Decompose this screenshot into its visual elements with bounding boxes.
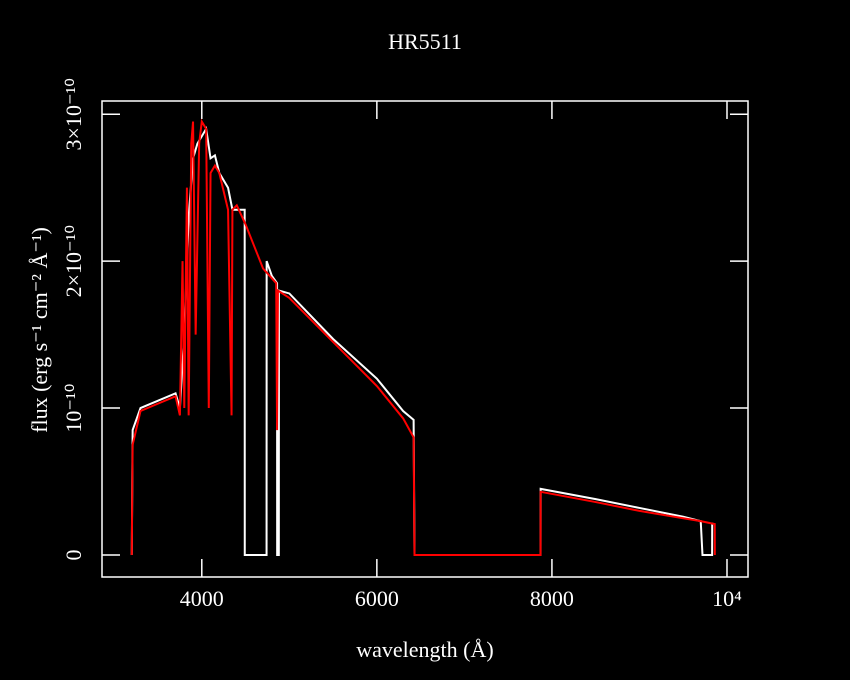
x-tick-label: 8000 xyxy=(530,586,574,611)
y-tick-label: 3×10⁻¹⁰ xyxy=(61,78,86,151)
x-tick-label: 10⁴ xyxy=(712,586,742,611)
y-axis-label: flux (erg s⁻¹ cm⁻² Å⁻¹) xyxy=(27,227,52,433)
spectrum-line xyxy=(130,118,716,556)
x-axis-label: wavelength (Å) xyxy=(356,637,493,662)
chart-title: HR5511 xyxy=(388,29,462,54)
x-tick-label: 6000 xyxy=(355,586,399,611)
y-tick-label: 2×10⁻¹⁰ xyxy=(61,225,86,298)
y-tick-label: 0 xyxy=(61,549,86,560)
y-tick-label: 10⁻¹⁰ xyxy=(61,383,86,432)
plot-frame xyxy=(101,100,749,578)
x-tick-label: 4000 xyxy=(180,586,224,611)
